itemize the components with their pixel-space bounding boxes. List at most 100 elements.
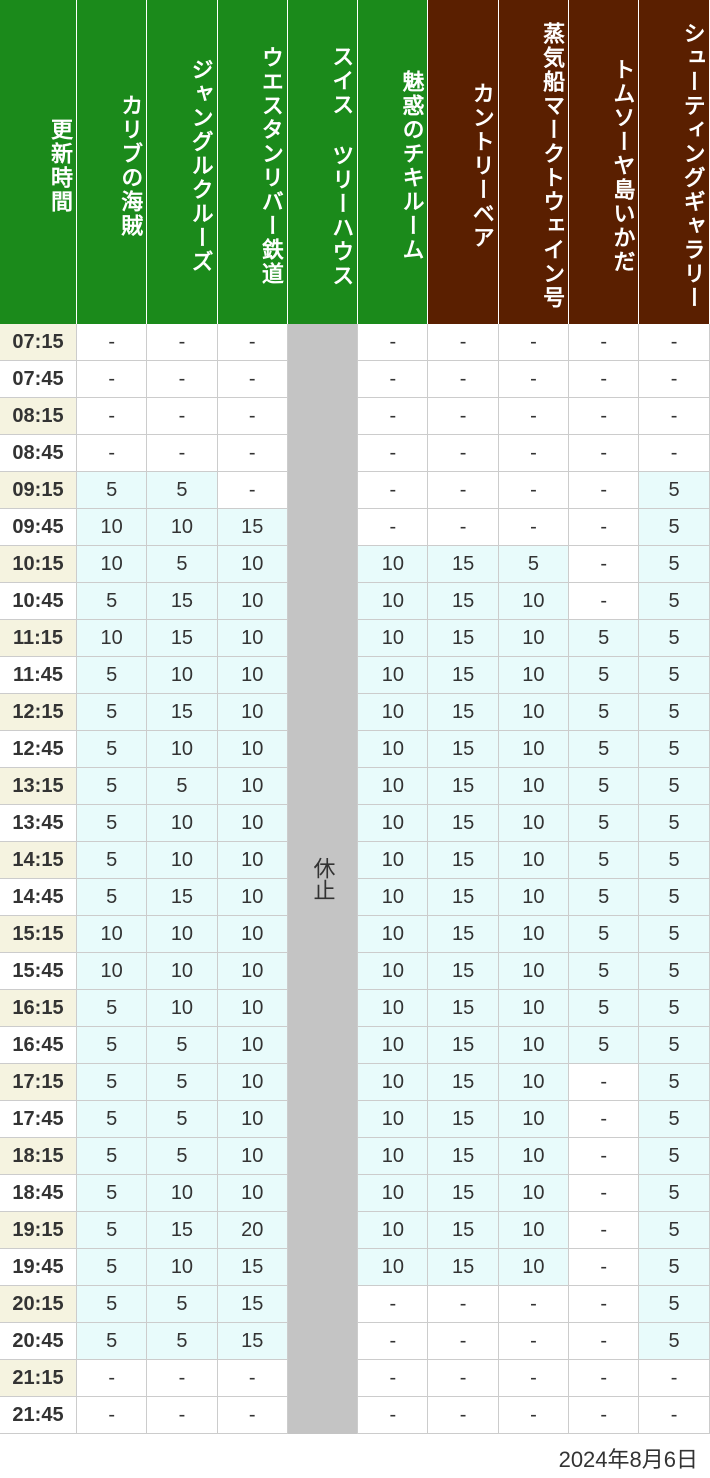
wait-cell: 10 bbox=[218, 953, 288, 989]
wait-cell: 15 bbox=[428, 657, 498, 693]
wait-cell: - bbox=[569, 1323, 639, 1359]
table-row: 19:1551520 bbox=[0, 1212, 288, 1249]
table-row: 10151055 bbox=[358, 990, 709, 1027]
wait-cell: 10 bbox=[358, 731, 428, 767]
wait-cell: - bbox=[147, 324, 217, 360]
wait-cell: 5 bbox=[639, 1101, 709, 1137]
time-cell: 12:15 bbox=[0, 694, 77, 730]
wait-cell: 10 bbox=[147, 731, 217, 767]
wait-cell: - bbox=[147, 435, 217, 471]
wait-cell: - bbox=[428, 1286, 498, 1322]
wait-cell: - bbox=[218, 361, 288, 397]
wait-cell: 10 bbox=[147, 805, 217, 841]
table-row: ----5 bbox=[358, 472, 709, 509]
wait-cell: 10 bbox=[358, 1249, 428, 1285]
wait-cell: 10 bbox=[218, 583, 288, 619]
wait-cell: 10 bbox=[499, 879, 569, 915]
wait-cell: 10 bbox=[218, 1175, 288, 1211]
wait-cell: 10 bbox=[358, 694, 428, 730]
table-row: ----- bbox=[358, 1360, 709, 1397]
time-cell: 20:45 bbox=[0, 1323, 77, 1359]
time-cell: 14:15 bbox=[0, 842, 77, 878]
table-row: 16:1551010 bbox=[0, 990, 288, 1027]
wait-cell: 15 bbox=[428, 916, 498, 952]
wait-cell: 5 bbox=[639, 1249, 709, 1285]
wait-cell: 10 bbox=[358, 1027, 428, 1063]
wait-cell: 10 bbox=[358, 805, 428, 841]
wait-cell: 10 bbox=[358, 879, 428, 915]
wait-cell: 15 bbox=[147, 1212, 217, 1248]
wait-cell: 5 bbox=[77, 879, 147, 915]
wait-cell: 10 bbox=[147, 1175, 217, 1211]
table-row: 17:455510 bbox=[0, 1101, 288, 1138]
table-row: 14:4551510 bbox=[0, 879, 288, 916]
wait-cell: 10 bbox=[358, 657, 428, 693]
wait-cell: - bbox=[358, 398, 428, 434]
wait-cell: 5 bbox=[147, 472, 217, 508]
wait-cell: - bbox=[569, 398, 639, 434]
wait-cell: 5 bbox=[639, 916, 709, 952]
wait-cell: - bbox=[147, 398, 217, 434]
wait-cell: - bbox=[499, 509, 569, 545]
wait-cell: 5 bbox=[639, 657, 709, 693]
wait-cell: - bbox=[569, 1138, 639, 1174]
wait-cell: 10 bbox=[499, 805, 569, 841]
wait-cell: - bbox=[569, 324, 639, 360]
wait-cell: 5 bbox=[639, 694, 709, 730]
attraction-header-4: 魅惑のチキルーム bbox=[358, 0, 428, 324]
wait-cell: 15 bbox=[147, 694, 217, 730]
table-row: 10151055 bbox=[358, 731, 709, 768]
time-cell: 07:15 bbox=[0, 324, 77, 360]
table-row: 10151055 bbox=[358, 953, 709, 990]
wait-cell: 5 bbox=[77, 1064, 147, 1100]
wait-cell: 10 bbox=[147, 842, 217, 878]
wait-cell: - bbox=[358, 1286, 428, 1322]
wait-cell: 5 bbox=[639, 583, 709, 619]
footer-date: 2024年8月6日 bbox=[0, 1434, 710, 1478]
table-row: 10151055 bbox=[358, 768, 709, 805]
time-cell: 19:45 bbox=[0, 1249, 77, 1285]
wait-cell: 10 bbox=[358, 1212, 428, 1248]
table-row: 21:45--- bbox=[0, 1397, 288, 1434]
wait-cell: 15 bbox=[428, 694, 498, 730]
wait-cell: - bbox=[499, 361, 569, 397]
wait-cell: - bbox=[77, 324, 147, 360]
time-cell: 13:45 bbox=[0, 805, 77, 841]
wait-cell: 10 bbox=[218, 768, 288, 804]
table-row: 10155-5 bbox=[358, 546, 709, 583]
wait-cell: 5 bbox=[147, 768, 217, 804]
wait-cell: 10 bbox=[77, 620, 147, 656]
wait-cell: - bbox=[218, 472, 288, 508]
time-cell: 17:15 bbox=[0, 1064, 77, 1100]
wait-cell: 10 bbox=[218, 842, 288, 878]
wait-cell: 15 bbox=[428, 1175, 498, 1211]
wait-cell: - bbox=[428, 435, 498, 471]
wait-cell: - bbox=[569, 1249, 639, 1285]
wait-cell: 10 bbox=[218, 1027, 288, 1063]
wait-cell: 10 bbox=[499, 620, 569, 656]
wait-cell: - bbox=[569, 472, 639, 508]
attraction-header-2: ウエスタンリバー鉄道 bbox=[218, 0, 288, 324]
wait-cell: 15 bbox=[218, 1286, 288, 1322]
time-cell: 20:15 bbox=[0, 1286, 77, 1322]
table-row: ----- bbox=[358, 398, 709, 435]
attraction-header-6: 蒸気船マークトウェイン号 bbox=[499, 0, 569, 324]
time-cell: 16:15 bbox=[0, 990, 77, 1026]
wait-cell: - bbox=[569, 1101, 639, 1137]
attraction-header-5: カントリーベア bbox=[428, 0, 498, 324]
wait-cell: 5 bbox=[569, 620, 639, 656]
table-row: ----- bbox=[358, 324, 709, 361]
wait-cell: 10 bbox=[358, 990, 428, 1026]
wait-cell: 15 bbox=[218, 1323, 288, 1359]
wait-cell: 15 bbox=[428, 1064, 498, 1100]
wait-cell: 15 bbox=[428, 879, 498, 915]
wait-cell: 15 bbox=[428, 1027, 498, 1063]
table-header-row: 更新時間 カリブの海賊ジャングルクルーズウエスタンリバー鉄道スイス ツリーハウス… bbox=[0, 0, 710, 324]
wait-cell: 10 bbox=[499, 953, 569, 989]
table-row: 10151055 bbox=[358, 694, 709, 731]
time-cell: 18:15 bbox=[0, 1138, 77, 1174]
wait-cell: - bbox=[569, 361, 639, 397]
wait-cell: 10 bbox=[218, 694, 288, 730]
time-header: 更新時間 bbox=[0, 0, 77, 324]
wait-cell: 10 bbox=[358, 768, 428, 804]
